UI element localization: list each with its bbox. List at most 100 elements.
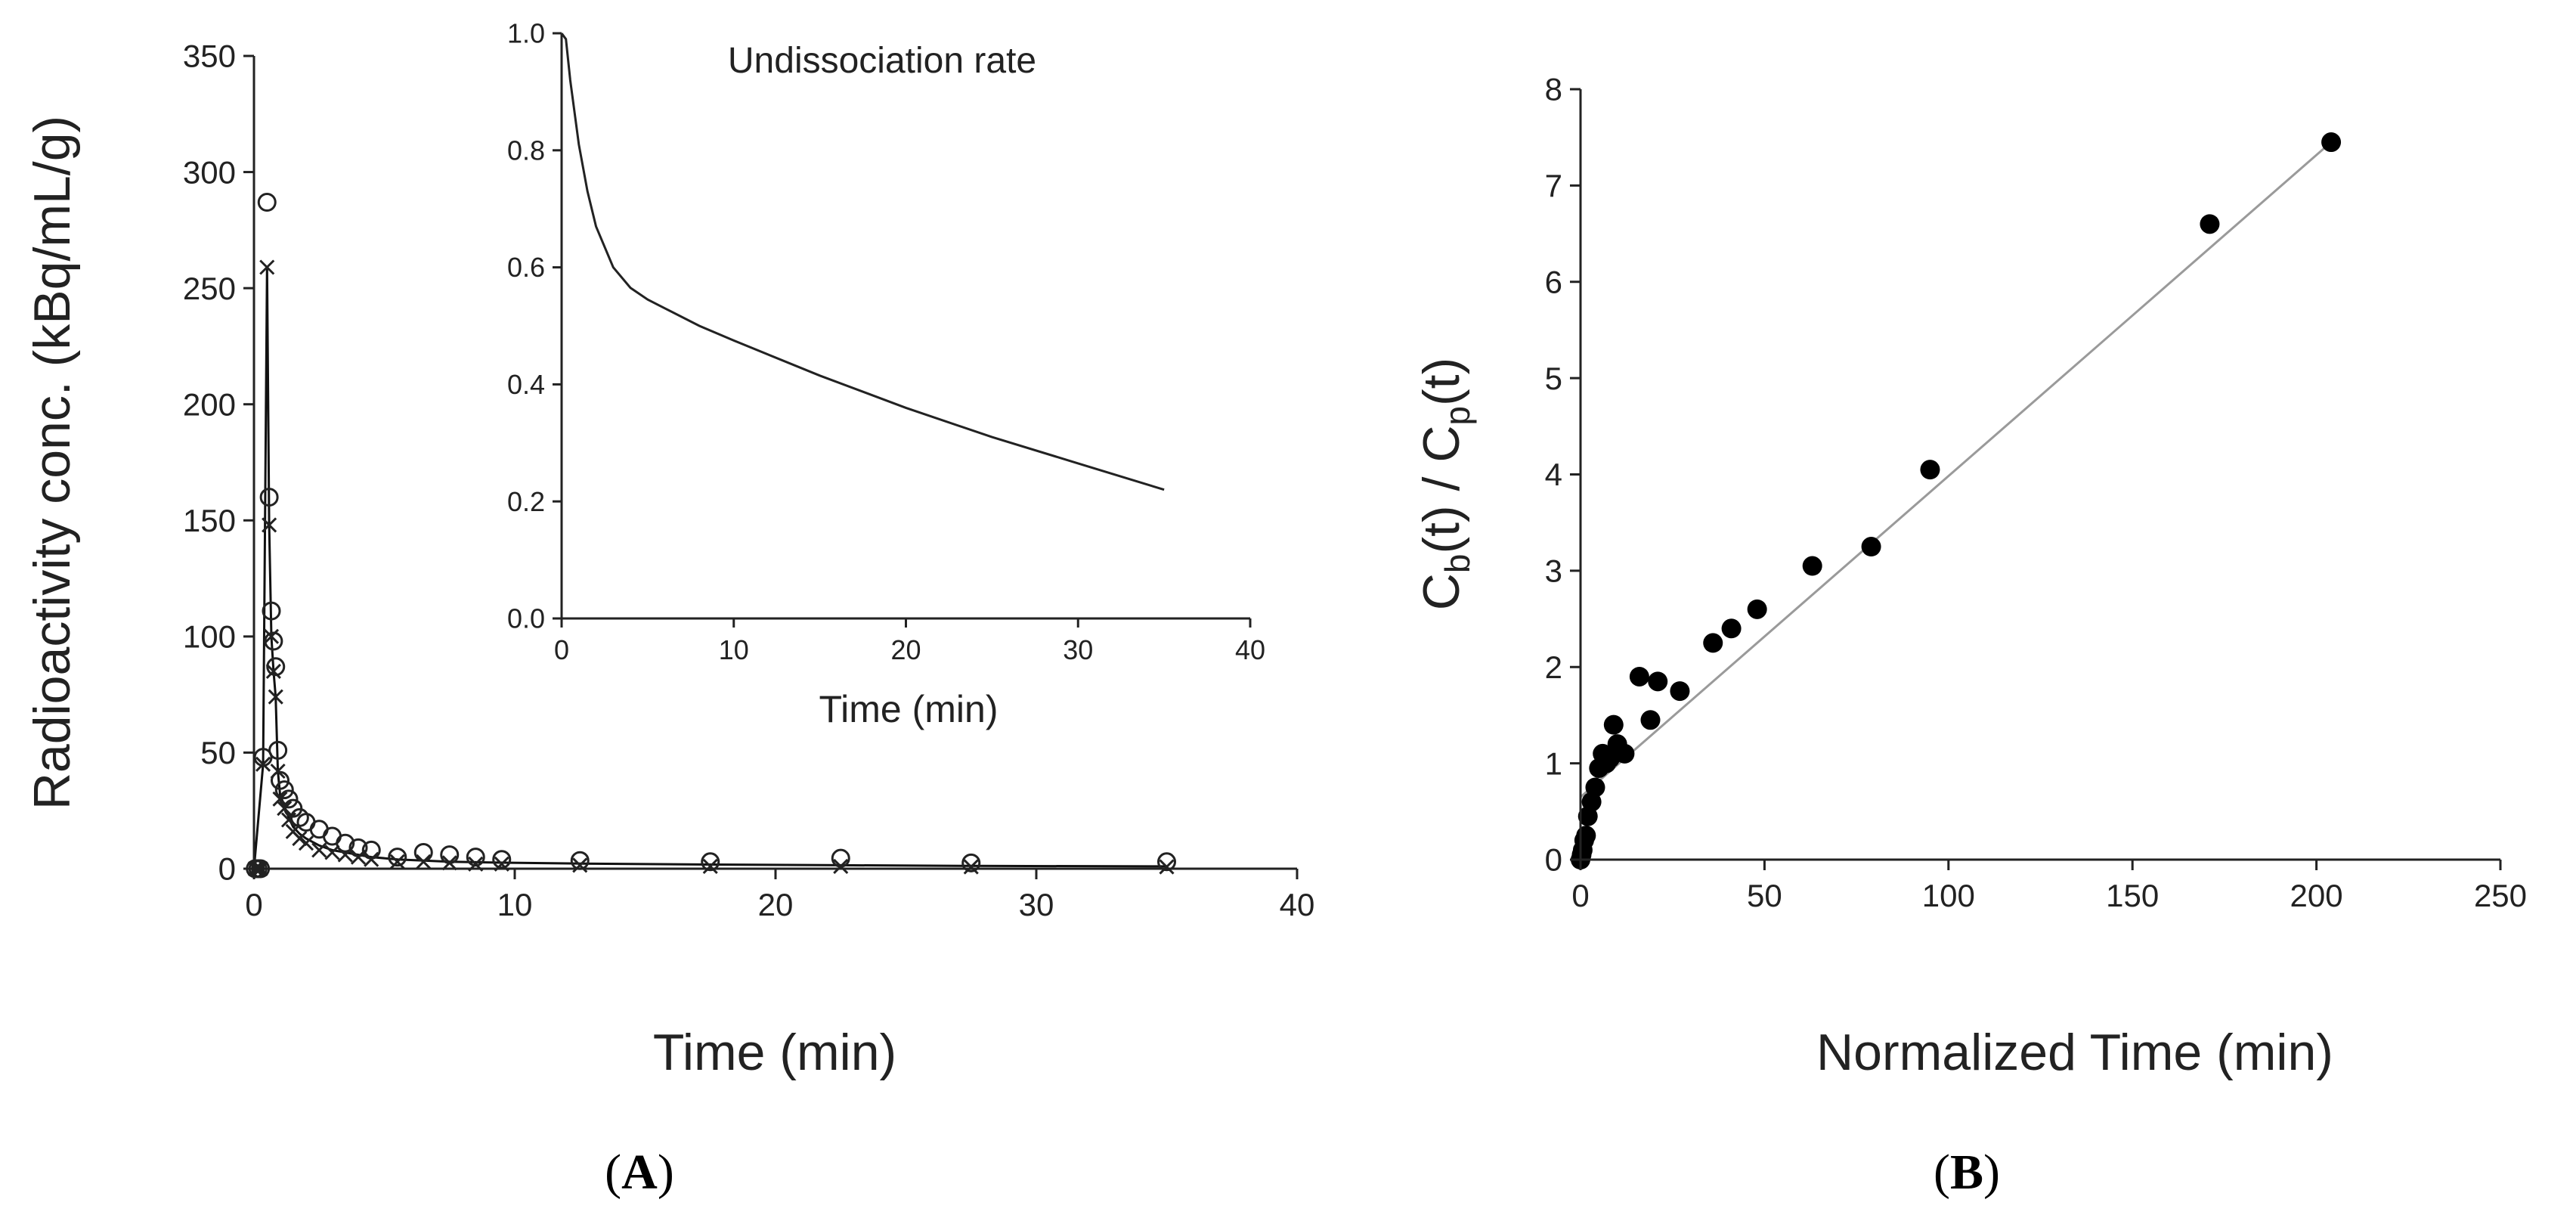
- panel-label-a-letter: A: [621, 1145, 658, 1200]
- panel-a-circle-point: [413, 843, 433, 862]
- panel-a-x-tick-label: 40: [1280, 887, 1315, 922]
- panel-a-y-tick-label: 0: [218, 851, 236, 887]
- y-title-c: C: [1413, 573, 1470, 610]
- y-title-end: (t): [1413, 358, 1470, 406]
- panel-a-cross-point: [265, 663, 281, 679]
- panel-a-y-ticks: 0 50 100 150 200 250 300 350: [183, 39, 254, 887]
- inset-marks: [560, 33, 1165, 491]
- panel-a-circle-point: [440, 845, 460, 865]
- panel-a-cross-point: [268, 689, 283, 705]
- panel-a-circle-point: [274, 780, 294, 800]
- panel-a-circle-point: [388, 848, 407, 867]
- panel-a-y-tick-label: 250: [183, 271, 236, 306]
- panel-b-data-point: [2200, 214, 2220, 234]
- inset-rate-curve: [560, 33, 1165, 491]
- inset-x-tick-label: 30: [1063, 634, 1093, 665]
- y-title-mid: (t) / C: [1413, 426, 1470, 554]
- panel-b-y-tick-label: 8: [1545, 72, 1562, 107]
- panel-a-circle-point: [831, 848, 850, 868]
- panel-a-marks: [246, 193, 1176, 879]
- panel-b-x-axis-title: Normalized Time (min): [1816, 1024, 2333, 1081]
- inset-y-tick-label: 0.0: [507, 603, 545, 634]
- panel-a-circle-point: [257, 193, 277, 212]
- panel-a-cross-point: [272, 791, 288, 807]
- panel-a-cross-point: [364, 851, 379, 867]
- panel-a-cross-point: [270, 763, 286, 779]
- panel-b-y-tick-label: 1: [1545, 745, 1562, 781]
- panel-label-a-open: (: [605, 1145, 621, 1200]
- inset-x-tick-label: 40: [1235, 634, 1265, 665]
- panel-a-cross-point: [337, 847, 353, 863]
- panel-a-cross-point: [262, 517, 277, 533]
- panel-a-circle-point: [262, 601, 281, 621]
- panel-label-b-close: ): [1983, 1145, 2000, 1200]
- panel-a-y-tick-label: 50: [200, 735, 236, 770]
- panel-b-data-point: [2321, 132, 2342, 153]
- panel-b-y-tick-label: 7: [1545, 168, 1562, 203]
- panel-label-a: (A): [605, 1145, 674, 1200]
- panel-b-y-tick-label: 0: [1545, 842, 1562, 878]
- inset-y-tick-label: 0.4: [507, 369, 545, 400]
- panel-b-data-point: [1585, 777, 1605, 798]
- panel-b-data-point: [1721, 618, 1742, 639]
- panel-b-y-tick-label: 3: [1545, 553, 1562, 589]
- panel-label-b-open: (: [1934, 1145, 1950, 1200]
- panel-a-cross-point: [1159, 859, 1175, 875]
- panel-a-cross-point: [292, 831, 308, 847]
- panel-a-y-tick-label: 300: [183, 154, 236, 190]
- panel-a-circle-point: [701, 852, 720, 872]
- panel-b-data-point: [1576, 826, 1596, 846]
- inset-y-tick-label: 0.2: [507, 486, 545, 517]
- panel-a-cross-point: [350, 849, 367, 865]
- panel-a-fit-line: [252, 267, 1167, 869]
- panel-a-cross-point: [255, 756, 271, 772]
- panel-a-cross-point: [416, 854, 432, 869]
- panel-a-cross-point: [280, 812, 297, 828]
- panel-a-circle-point: [268, 740, 288, 760]
- panel-a-cross-point: [389, 854, 405, 869]
- panel-b-y-tick-label: 6: [1545, 264, 1562, 299]
- panel-b-y-axis-title: Cb(t) / Cp(t): [1413, 358, 1477, 610]
- panel-label-a-close: ): [658, 1145, 674, 1200]
- inset-x-tick-label: 0: [554, 634, 569, 665]
- panel-b-x-tick-label: 150: [2106, 878, 2159, 913]
- panel-a-x-axis-title: Time (min): [653, 1024, 896, 1081]
- panel-b-data-point: [1640, 710, 1661, 730]
- panel-a-y-axis-title: Radioactivity conc. (kBq/mL/g): [23, 116, 81, 810]
- panel-b-x-tick-label: 200: [2290, 878, 2343, 913]
- panel-b-data-point: [1802, 556, 1822, 576]
- panel-b-y-tick-label: 4: [1545, 457, 1562, 492]
- panel-b-x-tick-label: 100: [1922, 878, 1975, 913]
- y-title-sub-p: p: [1438, 406, 1477, 426]
- panel-a-x-tick-label: 30: [1019, 887, 1054, 922]
- panel-b-data-point: [1648, 671, 1668, 692]
- panel-a-inset-chart: 0.0 0.2 0.4 0.6 0.8 1.0 0 10 20 30 40 Undissociat…: [507, 18, 1265, 730]
- panel-a-cross-point: [963, 859, 979, 875]
- panel-b-data-point: [1629, 666, 1649, 686]
- panel-b-x-tick-label: 250: [2474, 878, 2527, 913]
- panel-b-x-tick-label: 0: [1571, 878, 1589, 913]
- panel-a-cross-point: [324, 845, 340, 860]
- panel-a-circle-point: [1157, 852, 1176, 872]
- inset-y-ticks: 0.0 0.2 0.4 0.6 0.8 1.0: [507, 18, 562, 634]
- panel-b-data-point: [1920, 460, 1940, 480]
- panel-b-data-point: [1615, 743, 1635, 764]
- panel-a-circle-point: [336, 833, 355, 853]
- inset-y-tick-label: 0.6: [507, 252, 545, 283]
- panel-a-cross-point: [702, 858, 718, 874]
- panel-b-marks: [1571, 132, 2342, 869]
- inset-x-tick-label: 20: [890, 634, 921, 665]
- panel-b-x-tick-label: 50: [1747, 878, 1782, 913]
- panel-b-y-tick-label: 2: [1545, 649, 1562, 685]
- panel-a-cross-point: [277, 801, 293, 817]
- inset-annotation: Undissociation rate: [728, 41, 1036, 81]
- panel-a-y-tick-label: 200: [183, 386, 236, 422]
- inset-y-tick-label: 1.0: [507, 18, 545, 49]
- panel-b-fit-line: [1580, 141, 2333, 798]
- panel-a-x-tick-label: 10: [497, 887, 533, 922]
- panel-a-cross-point: [311, 842, 327, 858]
- panel-a-y-tick-label: 350: [183, 39, 236, 74]
- panel-a-x-tick-label: 0: [245, 887, 262, 922]
